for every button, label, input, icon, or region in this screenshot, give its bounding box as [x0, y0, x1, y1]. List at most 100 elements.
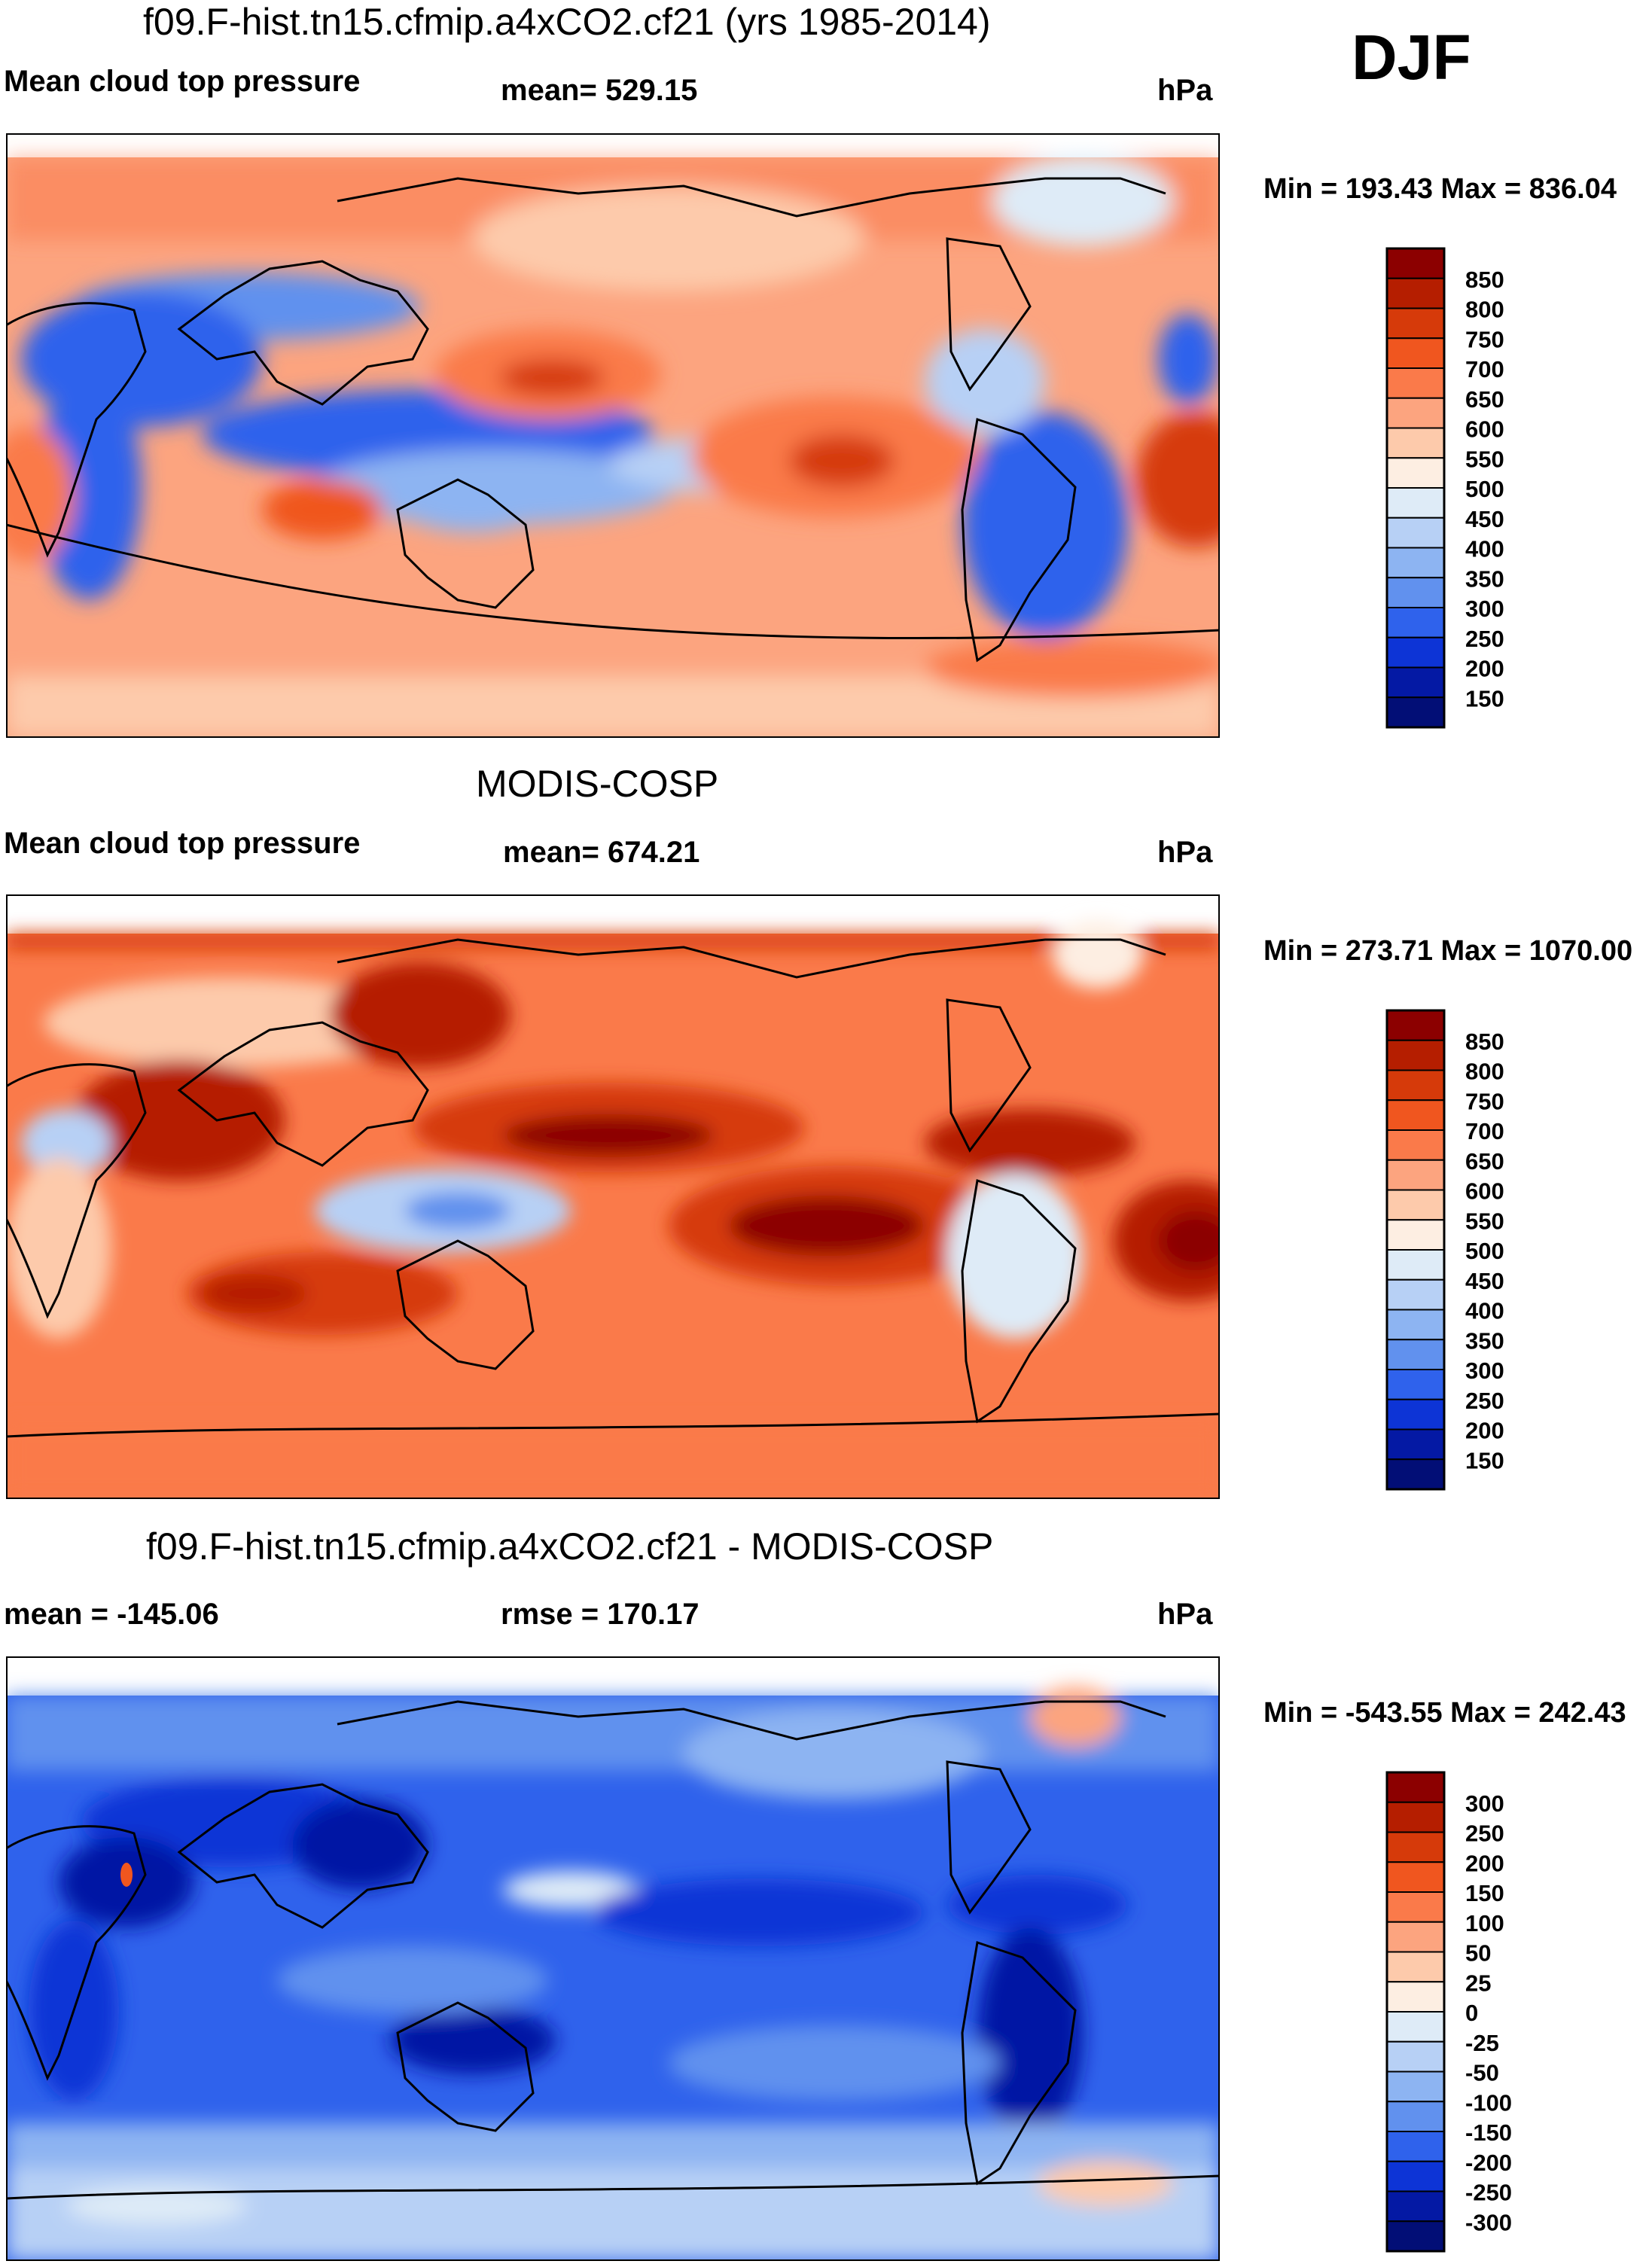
panel-2-units-label: hPa	[1157, 836, 1213, 869]
colorbar-swatch	[1386, 277, 1445, 309]
panel-3-mean-label: mean = -145.06	[4, 1598, 219, 1631]
colorbar-swatch	[1386, 1861, 1445, 1893]
colorbar-swatch	[1386, 607, 1445, 638]
colorbar-swatch	[1386, 457, 1445, 489]
colorbar-frame	[1385, 1771, 1446, 2253]
coastlines	[6, 1700, 1220, 2200]
panel-2-minmax-label: Min = 273.71 Max = 1070.00	[1263, 935, 1633, 967]
colorbar-tick-label: 150	[1465, 1880, 1504, 1906]
colorbar-swatch	[1386, 1981, 1445, 2013]
coastlines	[6, 938, 1220, 1438]
colorbar-swatch	[1386, 2040, 1445, 2073]
colorbar-tick-label: 500	[1465, 1238, 1504, 1264]
colorbar-tick-label: -250	[1465, 2180, 1512, 2206]
panel-1-variable-label: Mean cloud top pressure	[4, 65, 361, 98]
colorbar-swatch	[1386, 1801, 1445, 1833]
map-no-data-strip	[6, 133, 1220, 157]
panel-2-colorbar: 850 800 750 700 650 600 550 500 450 400 350 300 250 2…	[1385, 1009, 1504, 1491]
colorbar-tick-label: 650	[1465, 386, 1504, 413]
colorbar-swatch	[1386, 1039, 1445, 1071]
colorbar-swatch	[1386, 248, 1445, 279]
colorbar-swatch	[1386, 1458, 1445, 1490]
colorbar-tick-label: 100	[1465, 1910, 1504, 1936]
colorbar-tick-label: 700	[1465, 1118, 1504, 1144]
colorbar-swatch	[1386, 1249, 1445, 1281]
panel-3-minmax-label: Min = -543.55 Max = 242.43	[1263, 1697, 1626, 1729]
colorbar-swatch	[1386, 1772, 1445, 1803]
colorbar-tick-label: 25	[1465, 1970, 1491, 1996]
colorbar-tick-label: 350	[1465, 565, 1504, 592]
colorbar-tick-label: -300	[1465, 2209, 1512, 2235]
colorbar-tick-label: 150	[1465, 685, 1504, 711]
panel-1-map	[6, 133, 1220, 738]
colorbar-swatch	[1386, 636, 1445, 669]
colorbar-swatch	[1386, 516, 1445, 549]
colorbar-swatch	[1386, 1278, 1445, 1311]
panel-1-title: f09.F-hist.tn15.cfmip.a4xCO2.cf21 (yrs 1…	[143, 1, 991, 43]
colorbar-tick-label: 50	[1465, 1940, 1491, 1967]
panel-1-units-label: hPa	[1157, 74, 1213, 107]
colorbar-swatch	[1386, 1309, 1445, 1341]
colorbar-swatch	[1386, 547, 1445, 579]
colorbar-tick-label: 200	[1465, 1418, 1504, 1444]
colorbar-frame	[1385, 1009, 1446, 1491]
colorbar-tick-label: 300	[1465, 596, 1504, 622]
colorbar-swatch	[1386, 1219, 1445, 1251]
map-no-data-strip	[6, 1656, 1220, 1696]
coastlines	[6, 177, 1220, 663]
colorbar-swatch	[1386, 487, 1445, 519]
season-label: DJF	[1352, 22, 1471, 93]
panel-1-colorbar: 850 800 750 700 650 600 550 500 450 400 350 300 250 2…	[1385, 247, 1504, 729]
map-no-data-strip	[6, 894, 1220, 934]
colorbar-tick-label: 200	[1465, 1850, 1504, 1876]
colorbar-tick-label: 800	[1465, 1059, 1504, 1085]
colorbar-tick-label: 350	[1465, 1327, 1504, 1354]
colorbar-swatch	[1386, 2011, 1445, 2043]
colorbar-swatch	[1386, 1069, 1445, 1102]
colorbar-tick-label: 850	[1465, 1028, 1504, 1055]
colorbar-swatch	[1386, 1129, 1445, 1161]
colorbar-swatch	[1386, 1159, 1445, 1191]
colorbar-tick-label: 250	[1465, 1821, 1504, 1847]
colorbar-swatch	[1386, 427, 1445, 459]
colorbar-tick-label: -150	[1465, 2119, 1512, 2146]
panel-2-title: MODIS-COSP	[476, 763, 719, 805]
colorbar-swatch	[1386, 666, 1445, 699]
colorbar-tick-label: 250	[1465, 1388, 1504, 1414]
colorbar-tick-label: 150	[1465, 1447, 1504, 1473]
colorbar-swatch	[1386, 2190, 1445, 2223]
colorbar-swatch	[1386, 2070, 1445, 2103]
colorbar-tick-label: 750	[1465, 1088, 1504, 1114]
colorbar-swatch	[1386, 2160, 1445, 2192]
colorbar-swatch	[1386, 1339, 1445, 1370]
colorbar-tick-label: 400	[1465, 536, 1504, 562]
colorbar-swatch	[1386, 1189, 1445, 1221]
panel-2-map	[6, 894, 1220, 1499]
colorbar-swatch	[1386, 397, 1445, 429]
colorbar-tick-label: 300	[1465, 1790, 1504, 1817]
colorbar-swatch	[1386, 696, 1445, 728]
colorbar-swatch	[1386, 1428, 1445, 1461]
colorbar-swatch	[1386, 2101, 1445, 2132]
panel-3-title: f09.F-hist.tn15.cfmip.a4xCO2.cf21 - MODI…	[146, 1525, 994, 1568]
colorbar-tick-label: 700	[1465, 356, 1504, 382]
colorbar-swatch	[1386, 337, 1445, 369]
colorbar-swatch	[1386, 1099, 1445, 1131]
panel-2-mean-label: mean= 674.21	[503, 836, 700, 869]
panel-3-map	[6, 1656, 1220, 2261]
colorbar-swatch	[1386, 2131, 1445, 2162]
colorbar-tick-label: -200	[1465, 2150, 1512, 2176]
colorbar-swatch	[1386, 307, 1445, 340]
colorbar-tick-label: 600	[1465, 416, 1504, 443]
panel-3-units-label: hPa	[1157, 1598, 1213, 1631]
colorbar-swatch	[1386, 1831, 1445, 1863]
colorbar-tick-label: 550	[1465, 1208, 1504, 1234]
colorbar-swatch	[1386, 1398, 1445, 1431]
panel-2-variable-label: Mean cloud top pressure	[4, 827, 361, 860]
colorbar-tick-label: 650	[1465, 1148, 1504, 1175]
colorbar-tick-label: 200	[1465, 656, 1504, 682]
panel-1-minmax-label: Min = 193.43 Max = 836.04	[1263, 173, 1617, 205]
colorbar-tick-label: 450	[1465, 506, 1504, 532]
colorbar-frame	[1385, 247, 1446, 729]
colorbar-tick-label: 600	[1465, 1178, 1504, 1205]
